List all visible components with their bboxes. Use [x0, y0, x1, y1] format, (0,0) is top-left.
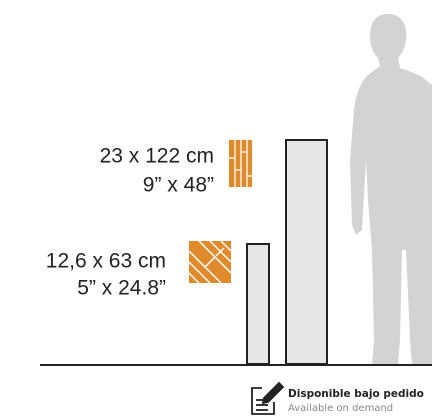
size-imperial: 9” x 48” — [143, 174, 214, 197]
tall-tile — [286, 140, 327, 364]
short-tile — [247, 244, 269, 364]
availability-subtitle: Available on demand — [288, 403, 393, 414]
plank-pattern-icon — [229, 140, 252, 187]
size-diagram: 23 x 122 cm 9” x 48” 12,6 x 63 cm 5” x 2… — [0, 0, 432, 420]
availability-title: Disponible bajo pedido — [288, 388, 424, 400]
order-icon — [252, 383, 283, 414]
page: 23 x 122 cm 9” x 48” 12,6 x 63 cm 5” x 2… — [0, 0, 432, 420]
size-metric: 23 x 122 cm — [100, 145, 214, 168]
size-imperial: 5” x 24.8” — [77, 277, 166, 300]
herringbone-icon — [189, 241, 231, 283]
human-silhouette — [350, 14, 432, 365]
size-metric: 12,6 x 63 cm — [46, 250, 166, 273]
